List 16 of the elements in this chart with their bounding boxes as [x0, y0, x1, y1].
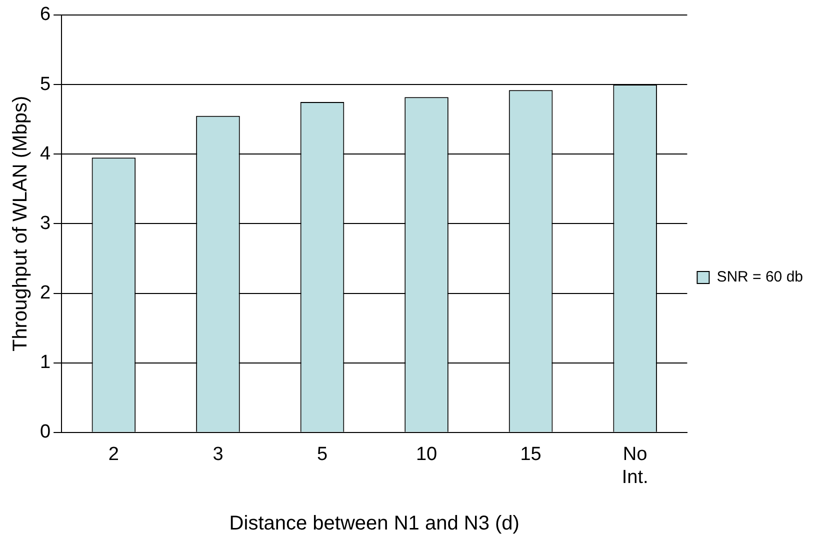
legend-label: SNR = 60 db [716, 268, 804, 286]
y-tick-label: 5 [40, 74, 51, 95]
y-tick-label: 6 [40, 4, 51, 26]
x-tick-label: 10 [416, 444, 438, 466]
y-tick-label: 1 [40, 352, 51, 374]
x-tick-label: 3 [212, 444, 224, 466]
x-tick-label: No Int. [622, 444, 648, 488]
y-axis-title: Throughput of WLAN (Mbps) [10, 96, 32, 352]
x-tick-label: 5 [316, 444, 328, 466]
y-tick-label: 3 [40, 212, 51, 234]
y-tick-label: 2 [40, 282, 51, 304]
x-axis-title: Distance between N1 and N3 (d) [229, 512, 520, 535]
y-tick-label: 4 [40, 143, 51, 164]
x-tick-label: 2 [108, 444, 119, 466]
x-tick-label: 15 [520, 444, 542, 466]
y-tick-label: 0 [40, 422, 51, 443]
